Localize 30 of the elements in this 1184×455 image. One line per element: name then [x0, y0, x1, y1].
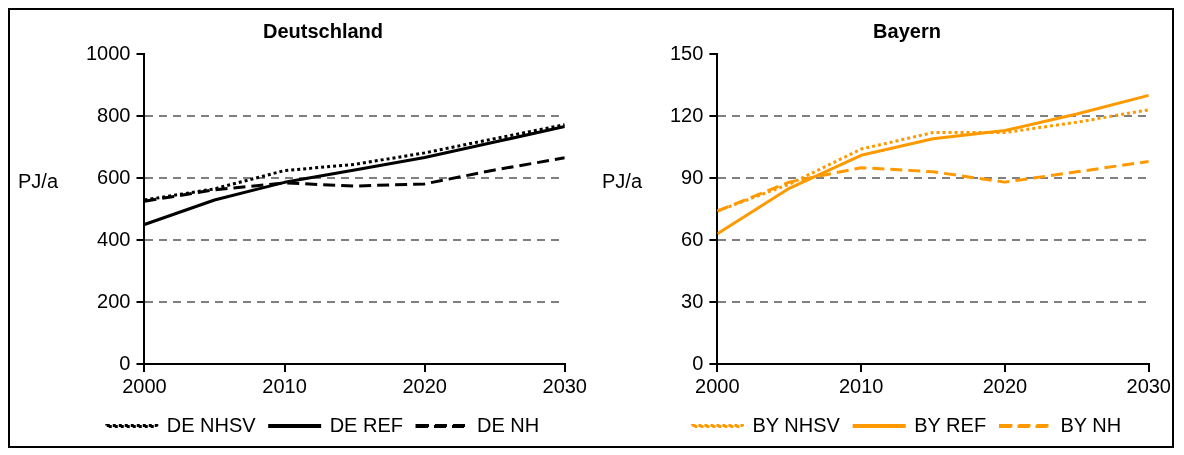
y-tick-label: 800: [97, 103, 131, 126]
x-tick-label: 2010: [262, 374, 307, 397]
x-tick-label: 2030: [1126, 374, 1171, 397]
y-tick-label: 200: [97, 289, 131, 312]
x-tick-label: 2000: [695, 374, 740, 397]
y-tick-label: 400: [97, 227, 131, 250]
y-tick-label: 600: [97, 165, 131, 188]
y-tick-label: 150: [669, 41, 704, 64]
y-tick-label: 60: [681, 227, 704, 250]
legend-label: BY NH: [1060, 413, 1122, 436]
x-tick-label: 2030: [542, 374, 587, 397]
x-tick-label: 2020: [402, 374, 447, 397]
y-axis-title: PJ/a: [602, 169, 643, 192]
legend-label: BY NHSV: [752, 413, 841, 436]
chart-title: Bayern: [873, 19, 941, 42]
legend-label: DE NH: [477, 413, 540, 436]
chart-title: Deutschland: [262, 19, 384, 42]
y-tick-label: 90: [681, 165, 704, 188]
legend-label: DE NHSV: [166, 413, 257, 436]
y-tick-label: 0: [119, 351, 131, 374]
y-tick-label: 30: [681, 289, 704, 312]
x-tick-label: 2020: [982, 374, 1028, 397]
legend-label: BY REF: [914, 413, 987, 436]
x-tick-label: 2010: [838, 374, 884, 397]
y-tick-label: 120: [669, 103, 704, 126]
y-axis-title: PJ/a: [18, 169, 59, 192]
y-tick-label: 1000: [85, 41, 131, 64]
legend-label: DE REF: [329, 413, 404, 436]
y-tick-label: 0: [692, 351, 704, 374]
x-tick-label: 2000: [122, 374, 167, 397]
